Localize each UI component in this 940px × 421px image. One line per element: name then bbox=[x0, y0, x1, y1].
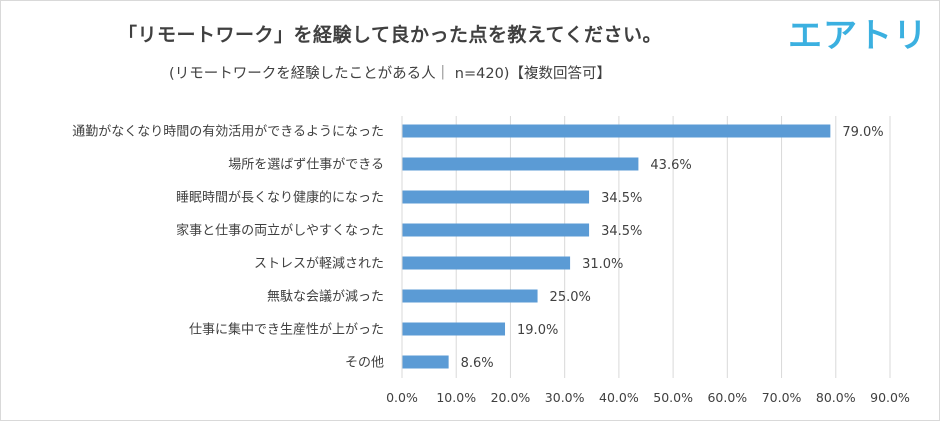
value-label: 19.0% bbox=[517, 323, 558, 338]
x-tick-label: 40.0% bbox=[599, 390, 639, 405]
category-label: 場所を選ばず仕事ができる bbox=[228, 158, 384, 173]
bar bbox=[402, 190, 590, 204]
value-label: 31.0% bbox=[582, 257, 623, 272]
x-tick-label: 30.0% bbox=[545, 390, 585, 405]
x-tick-label: 10.0% bbox=[436, 390, 476, 405]
value-label: 34.5% bbox=[601, 191, 642, 206]
bar bbox=[402, 124, 831, 138]
x-tick-label: 20.0% bbox=[491, 390, 531, 405]
bar bbox=[402, 157, 639, 171]
airtrip-logo: エアトリ bbox=[788, 16, 928, 56]
x-tick-label: 50.0% bbox=[653, 390, 693, 405]
bar bbox=[402, 289, 538, 303]
x-tick-label: 60.0% bbox=[707, 390, 747, 405]
category-label: 無駄な会議が減った bbox=[267, 289, 384, 305]
x-tick-label: 80.0% bbox=[816, 390, 856, 405]
x-tick-label: 70.0% bbox=[762, 390, 802, 405]
value-label: 34.5% bbox=[601, 224, 642, 239]
value-label: 8.6% bbox=[461, 356, 494, 371]
bar bbox=[402, 256, 571, 270]
x-tick-label: 90.0% bbox=[870, 390, 910, 405]
chart-title: 「リモートワーク」を経験して良かった点を教えてください。 bbox=[118, 24, 662, 46]
value-label: 25.0% bbox=[550, 290, 591, 305]
category-label: 仕事に集中でき生産性が上がった bbox=[189, 322, 384, 338]
category-label: 通勤がなくなり時間の有効活用ができるようになった bbox=[72, 125, 384, 140]
value-label: 43.6% bbox=[650, 158, 691, 173]
bar bbox=[402, 322, 506, 336]
x-tick-label: 0.0% bbox=[386, 390, 418, 405]
category-label: ストレスが軽減された bbox=[254, 256, 384, 272]
bar bbox=[402, 223, 590, 237]
bar bbox=[402, 355, 449, 369]
category-label: 睡眠時間が長くなり健康的になった bbox=[176, 190, 384, 206]
value-label: 79.0% bbox=[842, 125, 883, 140]
chart-subtitle: (リモートワークを経験したことがある人｜ n=420)【複数回答可】 bbox=[169, 66, 611, 82]
category-label: その他 bbox=[345, 356, 384, 371]
category-label: 家事と仕事の両立がしやすくなった bbox=[176, 223, 384, 239]
